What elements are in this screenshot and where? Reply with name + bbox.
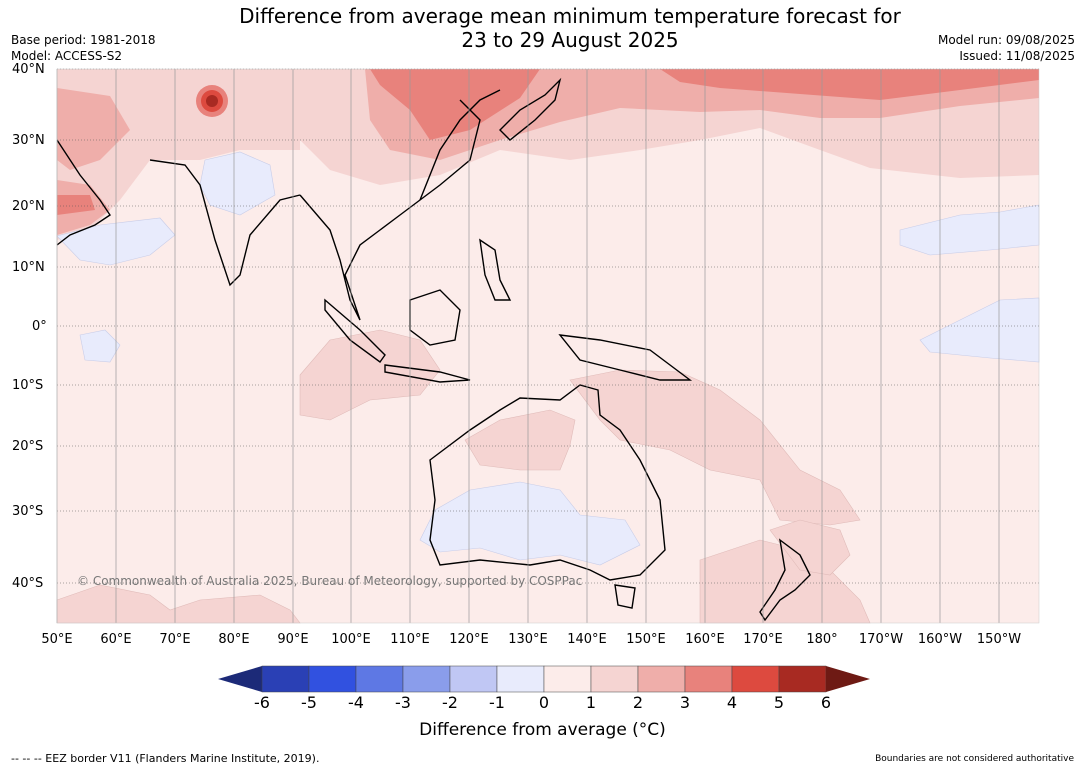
lat-label: 30°S bbox=[12, 504, 44, 519]
eez-footnote: -- -- -- EEZ border V11 (Flanders Marine… bbox=[11, 752, 320, 765]
coastline-japan bbox=[499, 77, 562, 141]
colorbar-swatch bbox=[308, 665, 357, 693]
base-period: Base period: 1981-2018 bbox=[11, 33, 156, 47]
lon-label: 70°E bbox=[159, 632, 191, 647]
colorbar-tick-label: -1 bbox=[489, 693, 505, 712]
map-frame bbox=[56, 68, 1040, 624]
colorbar-tick-label: -5 bbox=[301, 693, 317, 712]
meta-left: Base period: 1981-2018 Model: ACCESS-S2 bbox=[11, 32, 156, 64]
lat-label: 20°S bbox=[12, 439, 44, 454]
lat-label: 20°N bbox=[12, 199, 45, 214]
coastline-sumatra bbox=[324, 298, 386, 363]
copyright-notice: © Commonwealth of Australia 2025, Bureau… bbox=[77, 574, 583, 588]
colorbar-swatch bbox=[402, 665, 451, 693]
lat-label: 30°N bbox=[12, 133, 45, 148]
lon-label: 170°W bbox=[858, 632, 904, 647]
colorbar-swatch bbox=[731, 665, 780, 693]
coastlines bbox=[56, 77, 811, 622]
hotspot-himalaya-inner bbox=[206, 95, 218, 107]
colorbar-swatch bbox=[590, 665, 639, 693]
colorbar-tick-label: 6 bbox=[820, 693, 832, 712]
issued-date: Issued: 11/08/2025 bbox=[959, 49, 1075, 63]
coastline-india bbox=[149, 159, 301, 287]
lon-label: 60°E bbox=[100, 632, 132, 647]
lon-label: 150°E bbox=[626, 632, 666, 647]
anomaly-region-arabia-hot bbox=[57, 195, 95, 215]
colorbar-tick-label: -3 bbox=[395, 693, 411, 712]
anomaly-region-cool-india bbox=[199, 151, 276, 216]
anomaly-region-warm-nz bbox=[769, 519, 851, 576]
coastline-arabia bbox=[56, 139, 111, 246]
lon-label: 130°E bbox=[508, 632, 548, 647]
lon-label: 90°E bbox=[277, 632, 309, 647]
colorbar-title: Difference from average (°C) bbox=[419, 720, 666, 740]
lon-label: 180° bbox=[806, 632, 838, 647]
anomaly-region-3to4-north bbox=[370, 69, 1039, 140]
lat-label: 10°S bbox=[12, 378, 44, 393]
colorbar-tick-label: 1 bbox=[585, 693, 597, 712]
anomaly-region-warm-australia-n bbox=[464, 409, 576, 471]
lon-label: 80°E bbox=[218, 632, 250, 647]
lon-label: 150°W bbox=[976, 632, 1022, 647]
coastline-nz bbox=[759, 538, 811, 622]
anomaly-region-warm-coral-sea bbox=[569, 369, 861, 526]
colorbar-swatch bbox=[637, 665, 686, 693]
anomaly-region-cool-west-io bbox=[79, 329, 121, 363]
colorbar-extend-low bbox=[218, 666, 262, 692]
lat-label: 40°S bbox=[12, 576, 44, 591]
lat-label: 0° bbox=[32, 319, 47, 334]
colorbar-extend-high bbox=[826, 666, 870, 692]
lon-label: 120°E bbox=[449, 632, 489, 647]
lon-label: 160°E bbox=[685, 632, 725, 647]
coastline-tasmania bbox=[614, 584, 636, 609]
coastline-java bbox=[384, 364, 471, 383]
colorbar-swatch bbox=[543, 665, 592, 693]
colorbar-swatch bbox=[496, 665, 545, 693]
colorbar-swatch bbox=[261, 665, 310, 693]
colorbar-tick-label: -2 bbox=[442, 693, 458, 712]
lon-label: 110°E bbox=[390, 632, 430, 647]
title-line-1: Difference from average mean minimum tem… bbox=[239, 4, 901, 28]
meta-right: Model run: 09/08/2025 Issued: 11/08/2025 bbox=[938, 32, 1075, 64]
model-run: Model run: 09/08/2025 bbox=[937, 33, 1075, 47]
colorbar-tick-label: -6 bbox=[254, 693, 270, 712]
lon-label: 160°W bbox=[917, 632, 963, 647]
colorbar-swatch bbox=[355, 665, 404, 693]
colorbar bbox=[218, 665, 870, 693]
coastline-australia bbox=[429, 384, 666, 581]
colorbar-swatch bbox=[449, 665, 498, 693]
colorbar-swatch bbox=[684, 665, 733, 693]
colorbar-tick-label: 0 bbox=[538, 693, 550, 712]
lon-label: 50°E bbox=[41, 632, 73, 647]
colorbar-tick-label: 3 bbox=[679, 693, 691, 712]
anomaly-region-warm-east-io bbox=[299, 329, 441, 421]
lon-label: 170°E bbox=[743, 632, 783, 647]
colorbar-tick-label: 4 bbox=[726, 693, 738, 712]
coastline-philippines bbox=[479, 238, 512, 301]
boundaries-disclaimer: Boundaries are not considered authoritat… bbox=[875, 754, 1074, 764]
colorbar-tick-label: 2 bbox=[632, 693, 644, 712]
chart-title: Difference from average mean minimum tem… bbox=[0, 4, 1085, 52]
coastline-se-asia bbox=[299, 99, 481, 321]
title-line-2: 23 to 29 August 2025 bbox=[461, 28, 679, 52]
colorbar-tick-label: 5 bbox=[773, 693, 785, 712]
coastline-korea-china bbox=[419, 89, 501, 201]
lon-label: 100°E bbox=[331, 632, 371, 647]
lon-label: 140°E bbox=[567, 632, 607, 647]
anomaly-region-cool-australia bbox=[419, 481, 641, 566]
model-name: Model: ACCESS-S2 bbox=[11, 49, 123, 63]
lat-label: 40°N bbox=[12, 62, 45, 77]
colorbar-swatch bbox=[778, 665, 827, 693]
colorbar-tick-label: -4 bbox=[348, 693, 364, 712]
lat-label: 10°N bbox=[12, 260, 45, 275]
